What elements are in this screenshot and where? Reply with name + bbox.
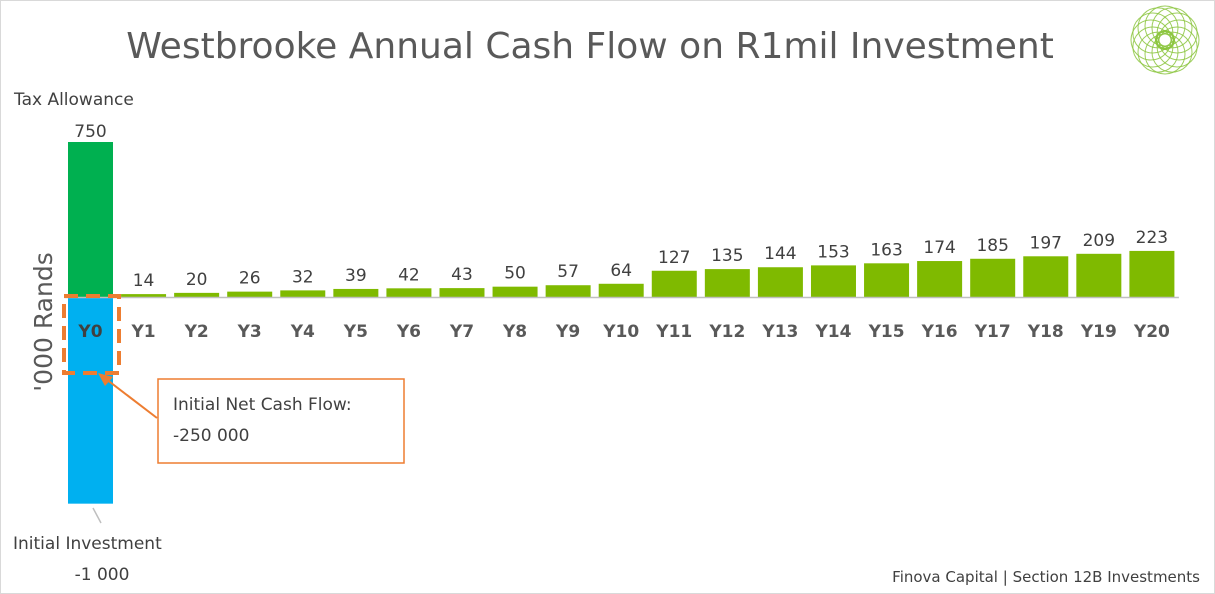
value-label-y13: 144 [764,244,796,264]
value-label-y10: 64 [610,261,632,281]
value-label-y8: 50 [504,264,526,284]
value-label-y17: 185 [976,236,1008,256]
logo-petal [1151,31,1193,73]
category-label-y9: Y9 [555,322,580,342]
annotation-box [157,378,405,464]
category-label-y7: Y7 [449,322,474,342]
value-label-y18: 197 [1030,233,1062,253]
value-label-y14: 153 [817,242,849,262]
logo-center [1155,30,1175,50]
value-label-y15: 163 [870,240,902,260]
category-label-y0: Y0 [77,322,102,342]
bar-y13 [757,267,803,297]
bar-y18 [1023,256,1069,297]
initial-investment-bar [68,297,113,504]
y-axis-label: '000 Rands [29,252,58,391]
category-label-y20: Y20 [1133,322,1170,342]
footer-text: Finova Capital | Section 12B Investments [892,568,1200,586]
bar-y20 [1129,250,1175,297]
category-label-y6: Y6 [396,322,421,342]
value-label-y9: 57 [557,262,579,282]
value-label-y7: 43 [451,265,473,285]
bar-y15 [864,263,910,297]
bar-y9 [545,285,591,297]
category-label-y2: Y2 [184,322,209,342]
value-label-y2: 20 [186,270,208,290]
bar-y3 [227,291,273,297]
category-label-y15: Y15 [868,322,905,342]
logo-petal [1130,19,1172,61]
initial-investment-leader-line [92,507,102,524]
logo-petal [1137,31,1179,73]
tax-allowance-bar [68,142,113,297]
value-label-y19: 209 [1083,231,1115,251]
bar-y11 [651,270,697,297]
category-label-y13: Y13 [761,322,798,342]
annotation-line-1: Initial Net Cash Flow: [173,395,352,415]
value-label-y16: 174 [923,238,955,258]
bar-y17 [970,258,1016,297]
category-label-y11: Y11 [655,322,692,342]
bar-y1 [121,294,167,297]
initial-investment-value-label: -1 000 [75,565,130,585]
category-label-y5: Y5 [343,322,368,342]
annotation-arrow [98,373,158,419]
bars-group: Y0 14 Y1 20 Y2 26 Y3 32 Y4 39 Y5 42 Y6 43 Y7 50 Y8 57 Y9 64… [68,142,1175,504]
category-label-y18: Y18 [1027,322,1064,342]
bar-y6 [386,288,432,297]
value-label-y5: 39 [345,266,367,286]
category-label-y8: Y8 [502,322,527,342]
category-label-y19: Y19 [1080,322,1117,342]
bar-y2 [174,292,220,297]
bar-y16 [917,261,963,297]
logo-petal [1137,7,1179,49]
category-label-y1: Y1 [130,322,155,342]
logo-petal [1158,19,1200,61]
logo-petal [1144,33,1186,75]
annotation-line-2: -250 000 [173,426,249,446]
logo-petal [1156,12,1198,54]
category-label-y12: Y12 [708,322,745,342]
category-label-y3: Y3 [237,322,262,342]
category-label-y17: Y17 [974,322,1011,342]
value-label-y1: 14 [133,271,155,291]
logo-petal [1151,7,1193,49]
bar-y4 [280,290,326,297]
bar-y5 [333,288,379,297]
category-label-y4: Y4 [290,322,315,342]
logo-icon [1130,5,1200,75]
y0-highlight-box [62,294,121,375]
bar-y8 [492,286,538,297]
chart-title: Westbrooke Annual Cash Flow on R1mil Inv… [126,26,1054,67]
value-label-y12: 135 [711,246,743,266]
value-label-y6: 42 [398,265,420,285]
logo-petal [1132,12,1174,54]
bar-y19 [1076,253,1122,297]
logo-petal [1144,5,1186,47]
logo-petal [1156,26,1198,68]
category-label-y10: Y10 [602,322,639,342]
bar-y10 [598,283,644,297]
initial-investment-label: Initial Investment [13,534,162,554]
category-label-y14: Y14 [814,322,851,342]
value-label-y4: 32 [292,267,314,287]
category-label-y16: Y16 [921,322,958,342]
bar-y7 [439,288,485,297]
value-label-y20: 223 [1136,228,1168,248]
value-label-y11: 127 [658,248,690,268]
tax-allowance-label: Tax Allowance [13,90,134,110]
logo-petal [1132,26,1174,68]
tax-allowance-value-label: 750 [74,122,106,142]
value-label-y3: 26 [239,269,261,289]
bar-y12 [704,269,750,297]
bar-y14 [810,265,856,297]
